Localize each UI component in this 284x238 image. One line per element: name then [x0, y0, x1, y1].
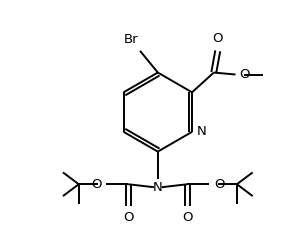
- Text: O: O: [212, 32, 223, 45]
- Text: O: O: [214, 178, 225, 191]
- Text: N: N: [153, 181, 163, 194]
- Text: O: O: [239, 68, 250, 81]
- Text: O: O: [91, 178, 101, 191]
- Text: O: O: [123, 211, 133, 224]
- Text: O: O: [182, 211, 193, 224]
- Text: N: N: [197, 125, 207, 138]
- Text: Br: Br: [124, 33, 138, 46]
